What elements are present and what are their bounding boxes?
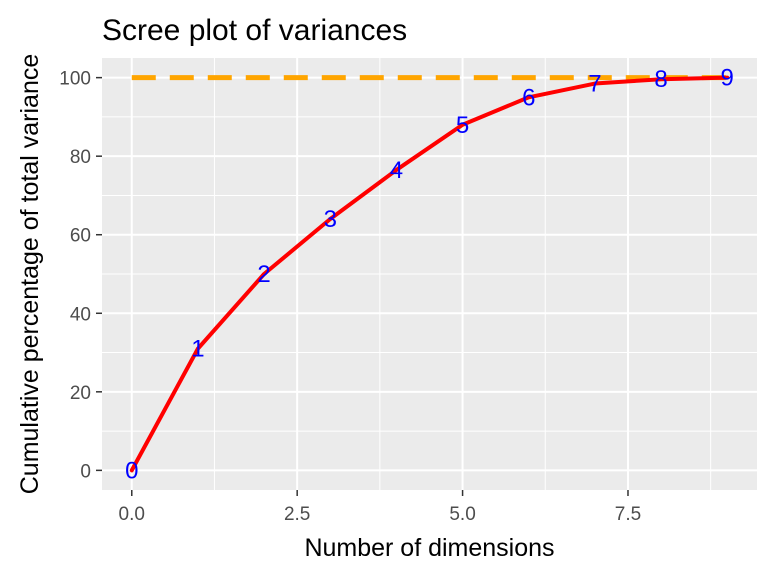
point-label-9: 9 — [721, 65, 734, 92]
point-label-8: 8 — [654, 66, 667, 93]
x-tick-label-0: 0.0 — [119, 504, 145, 525]
point-label-0: 0 — [125, 457, 138, 484]
y-tick-label-0: 0 — [80, 461, 91, 482]
y-tick-label-2: 40 — [70, 304, 91, 325]
y-axis-title: Cumulative percentage of total variance — [16, 54, 44, 495]
y-tick-label-3: 60 — [70, 226, 91, 247]
x-tick-label-3: 7.5 — [615, 504, 641, 525]
y-axis-ticks: 0 20 40 60 80 100 — [59, 69, 102, 482]
point-label-2: 2 — [257, 261, 270, 288]
point-label-3: 3 — [324, 206, 337, 233]
y-tick-label-5: 100 — [59, 69, 91, 90]
x-tick-label-2: 5.0 — [449, 504, 475, 525]
chart-title: Scree plot of variances — [102, 14, 407, 47]
x-axis-ticks: 0.0 2.5 5.0 7.5 — [119, 490, 641, 525]
point-label-5: 5 — [456, 112, 469, 139]
x-axis-title: Number of dimensions — [304, 534, 554, 562]
grid-minor — [102, 58, 757, 490]
point-label-4: 4 — [390, 157, 403, 184]
series-layer — [129, 75, 730, 473]
y-tick-label-4: 80 — [70, 147, 91, 168]
point-label-7: 7 — [588, 71, 601, 98]
x-tick-label-1: 2.5 — [284, 504, 310, 525]
point-labels: 0 1 2 3 4 5 6 7 8 9 — [125, 65, 734, 485]
cumulative-variance-line — [129, 75, 730, 473]
point-label-6: 6 — [522, 84, 535, 111]
y-tick-label-1: 20 — [70, 383, 91, 404]
point-label-1: 1 — [191, 336, 204, 363]
